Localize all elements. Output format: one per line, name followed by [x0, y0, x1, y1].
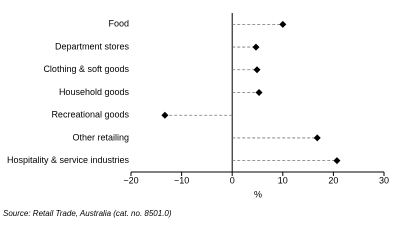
y-tick-label: Department stores	[55, 41, 130, 51]
dot	[161, 111, 169, 119]
x-tick-label: −10	[174, 175, 189, 185]
dot	[333, 157, 341, 165]
dot	[252, 43, 260, 51]
x-axis-label: %	[254, 189, 262, 199]
y-tick-label: Hospitality & service industries	[7, 155, 130, 165]
dot	[279, 20, 287, 28]
dot	[313, 134, 321, 142]
x-tick-label: 30	[379, 175, 389, 185]
y-tick-label: Other retailing	[72, 132, 129, 142]
chart: % Source: Retail Trade, Australia (cat. …	[3, 13, 389, 218]
x-tick-label: 20	[328, 175, 338, 185]
y-tick-label: Clothing & soft goods	[43, 64, 129, 74]
x-tick-label: 10	[278, 175, 288, 185]
x-tick-label: 0	[230, 175, 235, 185]
x-tick-label: −20	[123, 175, 138, 185]
dot	[255, 89, 263, 96]
y-tick-label: Food	[108, 19, 129, 29]
dot	[253, 66, 261, 74]
y-tick-label: Household goods	[59, 87, 130, 97]
source-note: Source: Retail Trade, Australia (cat. no…	[3, 209, 172, 218]
y-tick-label: Recreational goods	[51, 110, 129, 120]
